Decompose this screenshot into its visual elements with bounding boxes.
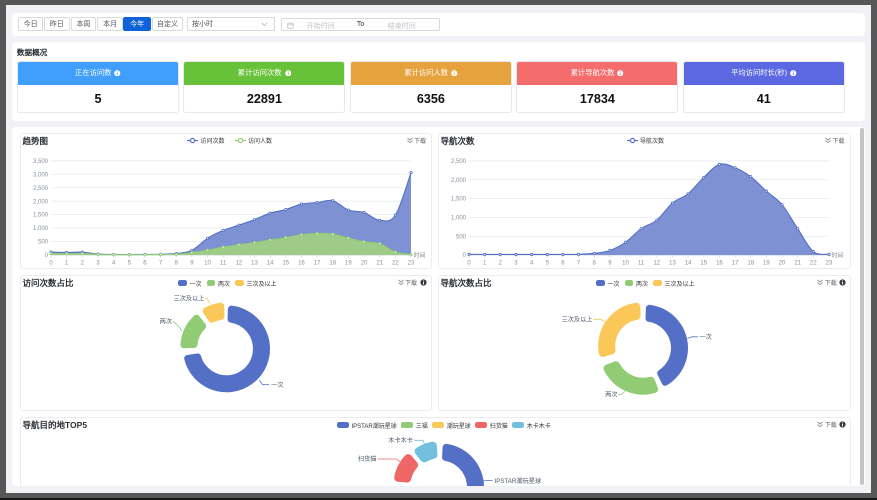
svg-text:14: 14 <box>266 261 273 267</box>
svg-text:2,500: 2,500 <box>450 159 466 165</box>
svg-text:0: 0 <box>44 253 48 259</box>
svg-text:2,000: 2,000 <box>450 178 466 184</box>
svg-text:19: 19 <box>345 261 352 267</box>
svg-text:1,500: 1,500 <box>32 213 48 219</box>
svg-text:两次: 两次 <box>159 318 171 326</box>
svg-text:9: 9 <box>190 261 194 267</box>
svg-text:22: 22 <box>809 261 816 267</box>
svg-text:0: 0 <box>49 261 53 267</box>
svg-text:7: 7 <box>158 261 162 267</box>
svg-text:6: 6 <box>143 261 147 267</box>
svg-text:1,500: 1,500 <box>450 197 466 203</box>
svg-text:19: 19 <box>763 261 770 267</box>
svg-text:21: 21 <box>376 261 383 267</box>
svg-text:5: 5 <box>127 261 131 267</box>
svg-text:8: 8 <box>174 261 178 267</box>
svg-text:6: 6 <box>561 261 565 267</box>
svg-text:22: 22 <box>391 261 398 267</box>
svg-text:20: 20 <box>778 261 785 267</box>
svg-text:1: 1 <box>64 261 68 267</box>
svg-text:木卡木卡: 木卡木卡 <box>388 437 413 445</box>
svg-text:0: 0 <box>467 261 471 267</box>
svg-text:12: 12 <box>653 261 660 267</box>
svg-text:1,000: 1,000 <box>32 226 48 232</box>
svg-text:17: 17 <box>731 261 738 267</box>
svg-text:时间: 时间 <box>413 251 425 259</box>
svg-text:4: 4 <box>529 261 533 267</box>
svg-text:一次: 一次 <box>699 333 711 341</box>
svg-text:16: 16 <box>716 261 723 267</box>
svg-text:三次及以上: 三次及以上 <box>561 316 592 324</box>
svg-text:18: 18 <box>329 261 336 267</box>
svg-text:0: 0 <box>462 253 466 259</box>
svg-text:3: 3 <box>514 261 518 267</box>
svg-text:1,000: 1,000 <box>450 215 466 221</box>
svg-text:21: 21 <box>794 261 801 267</box>
svg-text:7: 7 <box>576 261 580 267</box>
svg-text:12: 12 <box>235 261 242 267</box>
svg-text:2: 2 <box>498 261 502 267</box>
svg-text:23: 23 <box>825 261 832 267</box>
svg-text:500: 500 <box>37 240 48 246</box>
svg-text:3,000: 3,000 <box>32 172 48 178</box>
svg-text:10: 10 <box>622 261 629 267</box>
svg-text:2,500: 2,500 <box>32 186 48 192</box>
svg-text:两次: 两次 <box>605 391 617 399</box>
svg-text:14: 14 <box>684 261 691 267</box>
svg-text:扫货猫: 扫货猫 <box>357 455 376 463</box>
svg-text:11: 11 <box>220 261 227 267</box>
svg-text:500: 500 <box>455 234 466 240</box>
svg-text:11: 11 <box>638 261 645 267</box>
svg-text:5: 5 <box>545 261 549 267</box>
svg-text:3: 3 <box>96 261 100 267</box>
svg-text:15: 15 <box>282 261 289 267</box>
svg-text:20: 20 <box>360 261 367 267</box>
svg-text:一次: 一次 <box>271 381 283 389</box>
svg-text:13: 13 <box>251 261 258 267</box>
svg-text:13: 13 <box>669 261 676 267</box>
svg-text:3,500: 3,500 <box>32 159 48 165</box>
svg-text:8: 8 <box>592 261 596 267</box>
svg-text:4: 4 <box>111 261 115 267</box>
svg-text:10: 10 <box>204 261 211 267</box>
svg-text:IPSTAR潮玩星球: IPSTAR潮玩星球 <box>494 477 541 485</box>
svg-text:9: 9 <box>608 261 612 267</box>
svg-text:2: 2 <box>80 261 84 267</box>
svg-text:16: 16 <box>298 261 305 267</box>
svg-text:三次及以上: 三次及以上 <box>173 295 204 303</box>
svg-text:2,000: 2,000 <box>32 199 48 205</box>
svg-text:1: 1 <box>482 261 486 267</box>
svg-text:23: 23 <box>407 261 414 267</box>
svg-text:17: 17 <box>313 261 320 267</box>
svg-text:18: 18 <box>747 261 754 267</box>
svg-text:15: 15 <box>700 261 707 267</box>
svg-text:时间: 时间 <box>831 251 843 259</box>
